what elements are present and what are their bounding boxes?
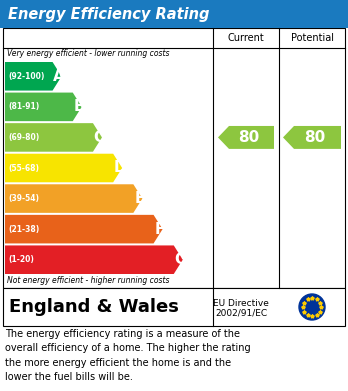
Text: G: G	[174, 252, 186, 267]
Text: EU Directive: EU Directive	[213, 298, 269, 307]
Text: D: D	[113, 160, 126, 176]
Polygon shape	[218, 126, 274, 149]
Bar	[0, 0, 348, 28]
Text: E: E	[134, 191, 145, 206]
Text: Potential: Potential	[291, 33, 333, 43]
Polygon shape	[5, 62, 62, 91]
Text: (55-68): (55-68)	[8, 163, 39, 172]
Text: Current: Current	[228, 33, 264, 43]
Polygon shape	[5, 154, 122, 182]
Circle shape	[299, 294, 325, 320]
Text: 80: 80	[304, 130, 326, 145]
Text: Not energy efficient - higher running costs: Not energy efficient - higher running co…	[7, 276, 169, 285]
Text: 80: 80	[238, 130, 260, 145]
Polygon shape	[5, 93, 82, 121]
Polygon shape	[5, 123, 102, 152]
Text: England & Wales: England & Wales	[9, 298, 179, 316]
Text: F: F	[155, 222, 165, 237]
Text: (1-20): (1-20)	[8, 255, 34, 264]
Text: Very energy efficient - lower running costs: Very energy efficient - lower running co…	[7, 49, 169, 58]
Polygon shape	[5, 246, 183, 274]
Bar	[3, 288, 345, 326]
Text: Energy Efficiency Rating: Energy Efficiency Rating	[8, 7, 209, 22]
Polygon shape	[5, 215, 163, 244]
Text: 2002/91/EC: 2002/91/EC	[215, 308, 267, 317]
Text: C: C	[94, 130, 105, 145]
Polygon shape	[283, 126, 341, 149]
Text: A: A	[53, 69, 65, 84]
Polygon shape	[5, 184, 142, 213]
Text: (81-91): (81-91)	[8, 102, 39, 111]
Text: B: B	[73, 99, 85, 114]
Bar	[3, 28, 345, 288]
Text: (69-80): (69-80)	[8, 133, 39, 142]
Text: The energy efficiency rating is a measure of the
overall efficiency of a home. T: The energy efficiency rating is a measur…	[5, 329, 251, 382]
Text: (39-54): (39-54)	[8, 194, 39, 203]
Text: (21-38): (21-38)	[8, 225, 39, 234]
Text: (92-100): (92-100)	[8, 72, 45, 81]
